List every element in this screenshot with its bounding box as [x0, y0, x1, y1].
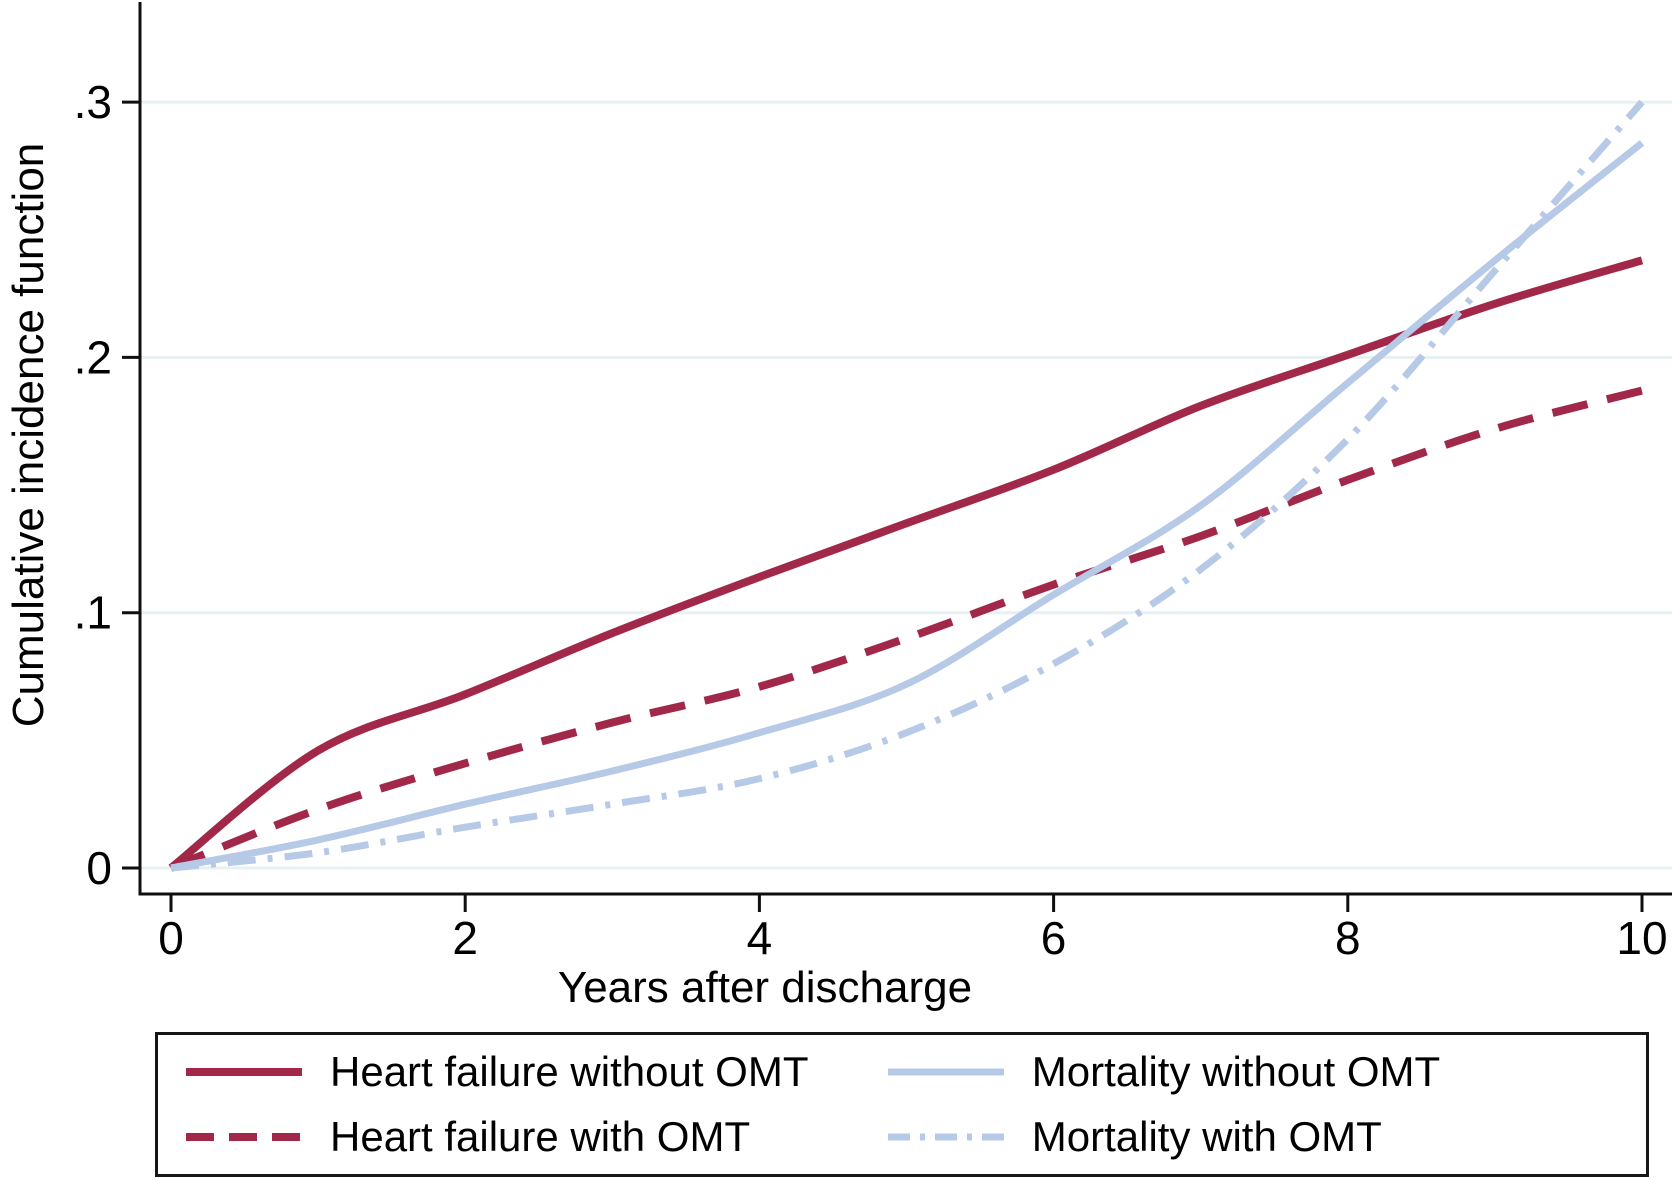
x-tick-label-6: 6: [1041, 912, 1067, 964]
curve-mortality-with-omt: [170, 99, 1645, 872]
y-tick-label-0.1: .1: [74, 587, 112, 639]
legend-swatch-solid-maroon-line: [186, 1067, 302, 1076]
curve-heart-failure-with-omt: [169, 386, 1644, 872]
legend-entry-heart-failure-without-omt: Heart failure without OMT: [184, 1048, 886, 1096]
x-tick-label-8: 8: [1335, 912, 1361, 964]
y-axis-title: Cumulative incidence function: [4, 142, 53, 728]
legend-label-heart-failure-with-omt: Heart failure with OMT: [330, 1113, 751, 1161]
legend-entry-mortality-with-omt: Mortality with OMT: [886, 1113, 1646, 1161]
legend-swatch-dashdot-blue-line: [887, 1133, 1004, 1141]
legend-label-mortality-without-omt: Mortality without OMT: [1031, 1047, 1441, 1095]
y-tick-label-0.3: .3: [74, 76, 112, 128]
legend-entry-mortality-without-omt: Mortality without OMT: [886, 1048, 1646, 1096]
x-tick-label-0: 0: [158, 912, 184, 964]
x-tick-label-10: 10: [1616, 912, 1667, 964]
y-tick-label-0.2: .2: [74, 331, 112, 383]
y-tick-label-0: 0: [86, 842, 112, 894]
curve-heart-failure-without-omt: [168, 256, 1644, 872]
legend-label-heart-failure-without-omt: Heart failure without OMT: [330, 1047, 809, 1095]
legend-swatch-dashed-maroon-line: [186, 1133, 302, 1142]
x-tick-label-4: 4: [747, 912, 773, 964]
legend-label-mortality-with-omt: Mortality with OMT: [1031, 1113, 1382, 1161]
x-axis-title: Years after discharge: [557, 963, 973, 1012]
x-tick-label-2: 2: [452, 912, 478, 964]
legend: Heart failure without OMT Mortality with…: [155, 1032, 1649, 1177]
legend-swatch-solid-blue-line: [887, 1068, 1004, 1076]
curve-mortality-without-omt: [170, 140, 1645, 872]
legend-entry-heart-failure-with-omt: Heart failure with OMT: [184, 1113, 886, 1161]
